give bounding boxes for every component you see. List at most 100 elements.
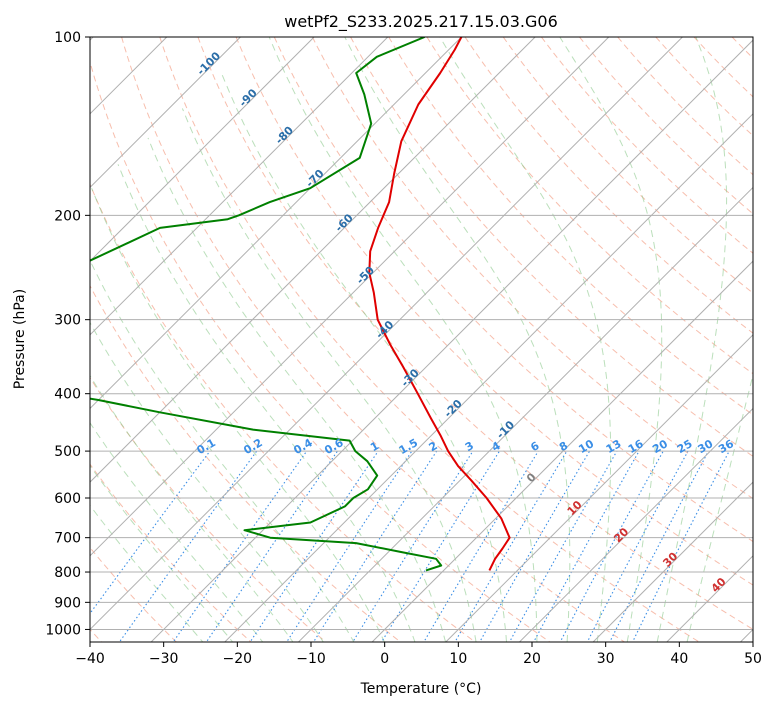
dry-adiabat-line	[90, 183, 476, 642]
isotherm-annotation: 40	[709, 575, 729, 595]
isotherm-line	[90, 37, 315, 262]
y-tick-label: 500	[54, 444, 81, 460]
moist-adiabat-line	[90, 321, 324, 642]
mixing-ratio-annotation: 25	[675, 437, 695, 456]
dry-adiabat-line	[770, 37, 775, 654]
isotherm-annotation: -10	[494, 418, 517, 441]
mixing-ratio-line	[352, 450, 474, 642]
y-tick-label: 900	[54, 595, 81, 611]
y-tick-label: 200	[54, 208, 81, 224]
y-tick-label: 100	[54, 30, 81, 46]
y-tick-label: 600	[54, 491, 81, 507]
x-tick-label: 50	[744, 651, 762, 667]
profile-line	[90, 37, 443, 572]
isotherm-line	[90, 37, 683, 631]
moist-adiabat-line	[686, 372, 753, 642]
dry-adiabat-line	[617, 37, 753, 176]
dry-adiabat-line	[502, 37, 753, 294]
x-tick-label: 0	[380, 651, 389, 667]
isotherm-line	[592, 481, 753, 642]
isotherm-line	[90, 37, 241, 189]
isotherm-annotation: -40	[373, 318, 396, 341]
dry-adiabat-line	[350, 37, 753, 457]
mixing-ratio-line	[380, 450, 500, 642]
mixing-ratio-line	[454, 450, 568, 642]
isotherm-line	[90, 37, 610, 557]
x-tick-label: −30	[149, 651, 179, 667]
isotherm-annotation: -80	[273, 124, 296, 147]
mixing-ratio-annotation: 30	[695, 437, 715, 456]
dry-adiabat-line	[693, 37, 753, 98]
x-tick-label: 30	[597, 651, 615, 667]
mixing-ratio-annotation: 4	[490, 439, 503, 454]
isotherm-line	[90, 37, 389, 336]
mixing-ratio-line	[172, 450, 308, 642]
moist-adiabat-line	[90, 421, 264, 642]
isotherm-annotation: -100	[194, 49, 223, 78]
y-tick-label: 800	[54, 565, 81, 581]
y-tick-label: 1000	[45, 622, 81, 638]
isotherm-line	[224, 113, 753, 642]
x-tick-label: 40	[670, 651, 688, 667]
dry-adiabat-line	[90, 463, 252, 642]
moist-adiabats	[90, 37, 753, 642]
mixing-ratio-line	[249, 450, 379, 642]
mixing-ratio-line	[286, 450, 413, 642]
mixing-ratio-line	[631, 450, 730, 642]
dry-adiabat-line	[90, 60, 551, 642]
isotherm-line	[90, 37, 462, 410]
x-tick-label: −20	[223, 651, 253, 667]
isotherm-line	[90, 37, 536, 483]
mixing-ratio-annotation: 20	[650, 437, 670, 456]
dry-adiabat-line	[121, 37, 626, 642]
dry-adiabat-line	[273, 37, 753, 543]
mixing-ratio-annotation: 0.1	[195, 436, 218, 457]
moist-adiabat-line	[117, 164, 416, 642]
isotherm-annotation: 20	[611, 525, 631, 545]
mixing-ratio-line	[118, 450, 258, 642]
dry-adiabat-line	[388, 37, 753, 416]
y-tick-label: 300	[54, 313, 81, 329]
plot-frame	[89, 36, 754, 643]
mixing-ratio-annotation: 3	[463, 439, 476, 454]
isotherm-annotation: -30	[399, 366, 422, 389]
isotherms	[90, 37, 753, 642]
x-axis-label: Temperature (°C)	[360, 681, 482, 697]
moist-adiabat-line	[90, 504, 204, 642]
x-tick-label: 20	[523, 651, 541, 667]
dry-adiabat-line	[90, 546, 177, 642]
isotherm-line	[150, 39, 753, 642]
chart-title: wetPf2_S233.2025.217.15.03.G06	[284, 12, 558, 32]
pressure-grid	[90, 37, 753, 630]
isotherm-annotation: 10	[565, 498, 585, 518]
y-tick-label: 400	[54, 387, 81, 403]
isotherm-line	[739, 628, 753, 642]
moist-adiabat-line	[439, 37, 612, 642]
mixing-ratio-annotation: 6	[528, 439, 541, 454]
isotherm-annotation: -90	[237, 86, 260, 109]
isotherm-line	[518, 407, 753, 642]
mixing-ratio-line	[609, 450, 709, 642]
dry-adiabat-line	[426, 37, 753, 375]
dry-adiabat-line	[311, 37, 753, 500]
dry-adiabat-line	[197, 37, 753, 631]
dry-adiabat-line	[235, 37, 753, 586]
moist-adiabat-line	[91, 188, 385, 642]
mixing-ratio-annotation: 0.4	[291, 436, 315, 457]
mixing-ratio-lines	[90, 450, 730, 642]
plot-area: -100-90-80-70-60-50-40-30-20-10010203040…	[90, 37, 775, 654]
dry-adiabat-line	[159, 37, 701, 642]
mixing-ratio-annotation: 13	[604, 437, 624, 456]
dry-adiabat-line	[731, 37, 753, 59]
x-tick-label: −10	[296, 651, 326, 667]
isotherm-annotation: -50	[354, 264, 377, 287]
dry-adiabats	[90, 37, 775, 654]
isotherm-annotation: -20	[442, 397, 465, 420]
dry-adiabat-line	[541, 37, 753, 254]
isotherm-line	[445, 334, 753, 642]
mixing-ratio-annotation: 0.2	[241, 436, 264, 457]
x-tick-label: 10	[449, 651, 467, 667]
moist-adiabat-line	[181, 108, 477, 642]
